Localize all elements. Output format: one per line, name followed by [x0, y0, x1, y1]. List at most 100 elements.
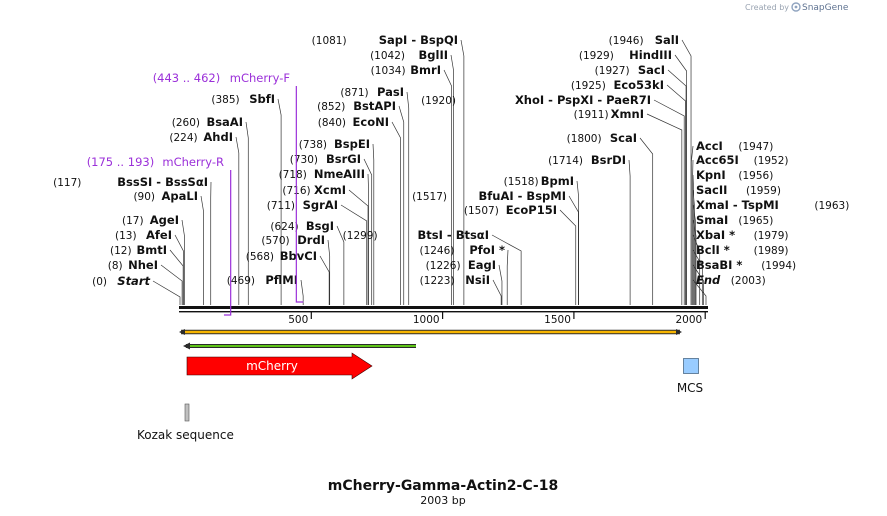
site-position: (224) — [169, 132, 197, 144]
restriction-site[interactable]: XhoI - PspXI - PaeR7I (1920) — [421, 93, 685, 305]
site-name: Acc65I — [696, 153, 739, 167]
site-leader-line — [491, 234, 522, 305]
site-position: (1911) — [574, 109, 609, 121]
site-name: AhdI — [203, 130, 233, 144]
restriction-site[interactable]: NsiI (1223) — [420, 273, 502, 305]
restriction-site[interactable]: EagI (1226) — [426, 258, 503, 305]
restriction-site[interactable]: BsaAI (260) — [172, 115, 249, 305]
restriction-site[interactable]: SbfI (385) — [211, 92, 282, 305]
restriction-site[interactable]: KpnI (1956) — [692, 168, 773, 305]
site-leader-line — [576, 180, 579, 305]
site-position: (852) — [317, 101, 345, 113]
plasmid-title: mCherry-Gamma-Actin2-C-18 — [328, 478, 558, 494]
site-leader-line — [245, 121, 249, 305]
restriction-site[interactable]: Start (0) — [92, 274, 181, 305]
restriction-site[interactable]: AhdI (224) — [169, 130, 240, 305]
site-name: NsiI — [465, 273, 490, 287]
site-position: (840) — [318, 117, 346, 129]
primer-mcherry-r[interactable]: mCherry-R (175 .. 193) — [87, 155, 232, 316]
restriction-site[interactable]: AfeI (13) — [115, 228, 184, 305]
restriction-site[interactable]: HindIII (1929) — [579, 48, 687, 305]
restriction-site[interactable]: AccI (1947) — [690, 139, 773, 305]
restriction-site[interactable]: BsrDI (1714) — [548, 153, 631, 305]
restriction-site[interactable]: XmnI(1911) — [574, 107, 683, 305]
restriction-site[interactable]: ApaLI (90) — [133, 189, 204, 305]
site-position: (1952) — [754, 155, 789, 167]
restriction-site[interactable]: SacI (1927) — [595, 63, 687, 305]
restriction-site[interactable]: SacII (1959) — [692, 183, 781, 305]
restriction-site[interactable]: Eco53kI (1925) — [571, 78, 686, 305]
site-leader-line — [692, 279, 707, 305]
restriction-site[interactable]: Acc65I (1952) — [692, 153, 789, 305]
restriction-site[interactable]: XmaI - TspMI (1963) — [692, 198, 849, 305]
site-name: AgeI — [150, 213, 179, 227]
ruler-tick-label: 2000 — [675, 314, 702, 326]
restriction-site[interactable]: BfuAI - BspMI (1517) — [412, 189, 579, 305]
restriction-site[interactable]: PfoI * (1246) — [419, 243, 509, 305]
restriction-site[interactable]: EcoP15I (1507) — [464, 203, 577, 305]
mcherry-feature[interactable]: mCherry — [186, 352, 373, 380]
site-leader-line — [398, 105, 405, 305]
site-name: HindIII — [629, 48, 672, 62]
site-name: EcoNI — [353, 115, 389, 129]
kozak-feature[interactable]: Kozak sequence — [137, 403, 234, 442]
primer-annotations: mCherry-F (443 .. 462) mCherry-R (175 .. 19… — [87, 71, 304, 316]
restriction-site[interactable]: BsaBI * (1994) — [692, 258, 796, 305]
restriction-site[interactable]: EcoNI (840) — [318, 115, 401, 305]
site-name: SalI — [655, 33, 679, 47]
restriction-site[interactable]: SapI - BspQI (1081) — [312, 33, 465, 305]
restriction-site[interactable]: BsgI (624) — [270, 219, 345, 305]
site-name: PfoI * — [469, 243, 505, 257]
site-name: BsrGI — [326, 152, 361, 166]
restriction-site[interactable]: BspEI (738) — [299, 137, 375, 305]
site-position: (12) — [110, 245, 132, 257]
restriction-site[interactable]: NmeAIII (718) — [279, 167, 369, 305]
site-leader-line — [200, 195, 204, 305]
site-position: (738) — [299, 139, 327, 151]
site-leader-line — [367, 173, 369, 305]
site-position: (1081) — [312, 35, 347, 47]
site-position: (1042) — [370, 50, 405, 62]
restriction-site[interactable]: SmaI (1965) — [692, 213, 773, 305]
restriction-site[interactable]: BtsI - BtsαI (1299) — [343, 228, 522, 305]
site-position: (2003) — [731, 275, 766, 287]
restriction-site[interactable]: PflMI (469) — [227, 273, 304, 305]
restriction-site[interactable]: NheI (8) — [108, 258, 183, 305]
restriction-site[interactable]: BssSI - BssSαI (117) — [53, 175, 212, 305]
primer-mcherry-f[interactable]: mCherry-F (443 .. 462) — [153, 71, 304, 303]
site-leader-line — [300, 279, 304, 305]
site-position: (1947) — [738, 141, 773, 153]
site-leader-line — [174, 234, 184, 305]
site-leader-line — [692, 174, 695, 305]
site-name: BtsI - BtsαI — [418, 228, 489, 242]
restriction-site[interactable]: BstAPI (852) — [317, 99, 405, 305]
site-position: (1956) — [738, 170, 773, 182]
site-leader-line — [460, 39, 465, 305]
restriction-site[interactable]: BpmI(1518) — [504, 174, 579, 305]
restriction-site[interactable]: ScaI (1800) — [567, 131, 654, 305]
site-name: XbaI * — [696, 228, 735, 242]
restriction-site[interactable]: BbvCI (568) — [246, 249, 330, 305]
restriction-site[interactable]: PasI (871) — [340, 85, 410, 305]
site-name: KpnI — [696, 168, 726, 182]
restriction-site[interactable]: BglII (1042) — [370, 48, 454, 305]
site-position: (8) — [108, 260, 123, 272]
restriction-site[interactable]: SalI (1946) — [609, 33, 692, 305]
site-position: (1299) — [343, 230, 378, 242]
restriction-site[interactable]: End (2003) — [692, 273, 766, 305]
restriction-site[interactable]: XbaI * (1979) — [692, 228, 789, 305]
site-position: (730) — [290, 154, 318, 166]
site-leader-line — [406, 91, 410, 305]
restriction-site[interactable]: AgeI (17) — [122, 213, 185, 305]
site-leader-line — [160, 264, 183, 305]
site-leader-line — [443, 69, 452, 305]
site-name: EagI — [468, 258, 496, 272]
site-position: (1920) — [421, 95, 456, 107]
site-name: SbfI — [249, 92, 275, 106]
mcs-feature[interactable]: MCS — [677, 358, 703, 396]
restriction-site[interactable]: BmrI (1034) — [371, 63, 452, 305]
site-leader-line — [498, 264, 503, 305]
restriction-site[interactable]: SgrAI (711) — [267, 198, 368, 305]
restriction-site[interactable]: DrdI (570) — [261, 233, 331, 305]
